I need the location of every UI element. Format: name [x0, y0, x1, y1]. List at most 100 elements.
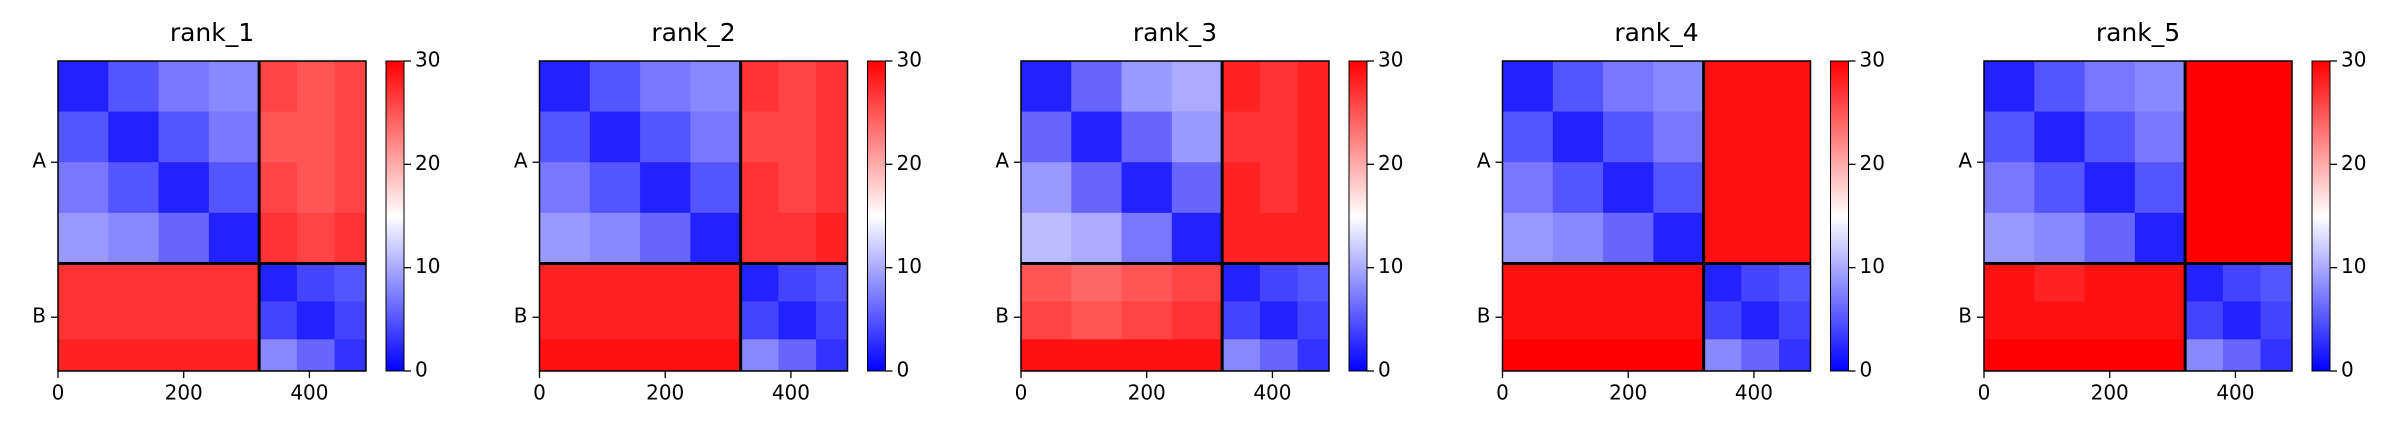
heatmap-cell — [640, 111, 691, 163]
heatmap-cell — [1071, 339, 1123, 372]
heatmap-cell — [1502, 212, 1554, 264]
heatmap-cell — [58, 339, 109, 372]
plot-frame — [1020, 60, 1330, 372]
heatmap-cell — [1071, 263, 1123, 302]
heatmap-cell — [816, 339, 848, 372]
heatmap-cell — [1603, 263, 1654, 302]
heatmap-cell — [1171, 162, 1223, 214]
heatmap-cell — [2134, 212, 2186, 264]
heatmap-cell — [2222, 339, 2262, 372]
heatmap-cell — [208, 263, 260, 302]
heatmap-cell — [589, 61, 641, 113]
heatmap-cell — [539, 212, 591, 264]
colorbar-tick-label: 0 — [415, 358, 428, 382]
heatmap-cell — [1259, 212, 1299, 264]
heatmap-cell — [58, 61, 109, 113]
heatmap-cell — [259, 301, 298, 340]
x-tick-label: 0 — [1015, 381, 1028, 405]
heatmap-cell — [1297, 162, 1330, 214]
colorbar-tick-label: 30 — [2341, 48, 2366, 72]
heatmap-cell — [2222, 111, 2262, 163]
heatmap-cell — [208, 61, 260, 113]
heatmap-cell — [2185, 301, 2224, 340]
heatmap-cell — [1984, 111, 2035, 163]
heatmap-cell — [1259, 263, 1299, 302]
colorbar-tick-label: 10 — [2341, 254, 2366, 278]
colorbar-tick-label: 20 — [1378, 151, 1403, 175]
heatmap-cell — [1502, 162, 1554, 214]
heatmap-cell — [296, 301, 336, 340]
heatmap-cell — [1222, 339, 1261, 372]
heatmap-cell — [1021, 111, 1072, 163]
heatmap-cell — [108, 111, 160, 163]
heatmap-cell — [539, 263, 591, 302]
heatmap-cell — [1552, 339, 1604, 372]
colorbar-tick-label: 20 — [897, 151, 922, 175]
colorbar-tick-label: 0 — [897, 358, 910, 382]
heatmap-cell — [1703, 339, 1742, 372]
heatmap-cell — [2260, 212, 2293, 264]
heatmap-cell — [2185, 61, 2224, 113]
heatmap-cell — [539, 61, 591, 113]
heatmap-cell — [1741, 339, 1780, 372]
y-tick-label: B — [995, 304, 1009, 328]
heatmap-cell — [1502, 339, 1554, 372]
heatmap-cell — [1259, 61, 1299, 113]
heatmap-cell — [1984, 301, 2035, 340]
heatmap-cell — [816, 212, 848, 264]
heatmap-cell — [2034, 263, 2086, 302]
heatmap-cell — [740, 61, 779, 113]
heatmap-cell — [259, 111, 298, 163]
heatmap-cell — [158, 212, 210, 264]
colorbar — [1830, 60, 1849, 372]
heatmap-cell — [2034, 111, 2086, 163]
heatmap-cell — [1603, 61, 1654, 113]
y-tick-label: B — [1958, 304, 1972, 328]
heatmap-cell — [740, 339, 779, 372]
heatmap-cell — [108, 61, 160, 113]
heatmap-cell — [589, 263, 641, 302]
heatmap-cell — [1021, 61, 1072, 113]
heatmap-cell — [690, 111, 742, 163]
heatmap-cell — [2222, 263, 2262, 302]
heatmap-cell — [2222, 61, 2262, 113]
heatmap-cell — [1171, 61, 1223, 113]
colorbar-tick-label: 10 — [897, 254, 922, 278]
heatmap-cell — [2034, 61, 2086, 113]
heatmap-cell — [334, 212, 367, 264]
heatmap-cell — [1653, 263, 1705, 302]
y-tick-label: B — [1477, 304, 1491, 328]
heatmap-cell — [1552, 263, 1604, 302]
y-tick-label: A — [995, 149, 1009, 173]
heatmap-cell — [1984, 212, 2035, 264]
heatmap-cell — [1297, 212, 1330, 264]
colorbar-tick-label: 0 — [2341, 358, 2354, 382]
y-tick-label: A — [32, 149, 46, 173]
heatmap-cell — [1779, 111, 1811, 163]
heatmap-cell — [1779, 162, 1811, 214]
heatmap-cell — [690, 162, 742, 214]
heatmap-cell — [1502, 263, 1554, 302]
heatmap-cell — [2084, 162, 2136, 214]
colorbar-tick-label: 10 — [1860, 254, 1885, 278]
heatmap-cell — [2034, 301, 2086, 340]
heatmap-cell — [1021, 301, 1072, 340]
heatmap-cell — [2134, 301, 2186, 340]
heatmap-cell — [1552, 162, 1604, 214]
heatmap-cell — [1259, 339, 1299, 372]
heatmap-cell — [296, 111, 336, 163]
heatmap-cell — [1021, 263, 1072, 302]
colorbar-tick-label: 0 — [1378, 358, 1391, 382]
heatmap-cell — [2134, 339, 2186, 372]
heatmap-cell — [58, 263, 109, 302]
heatmap-cell — [259, 212, 298, 264]
heatmap-cell — [158, 111, 210, 163]
heatmap-cell — [158, 301, 210, 340]
heatmap-cell — [2185, 263, 2224, 302]
heatmap-cell — [1984, 263, 2035, 302]
y-tick-label: B — [514, 304, 528, 328]
heatmap-cell — [740, 212, 779, 264]
heatmap-cell — [1071, 301, 1123, 340]
heatmap-cell — [2222, 212, 2262, 264]
